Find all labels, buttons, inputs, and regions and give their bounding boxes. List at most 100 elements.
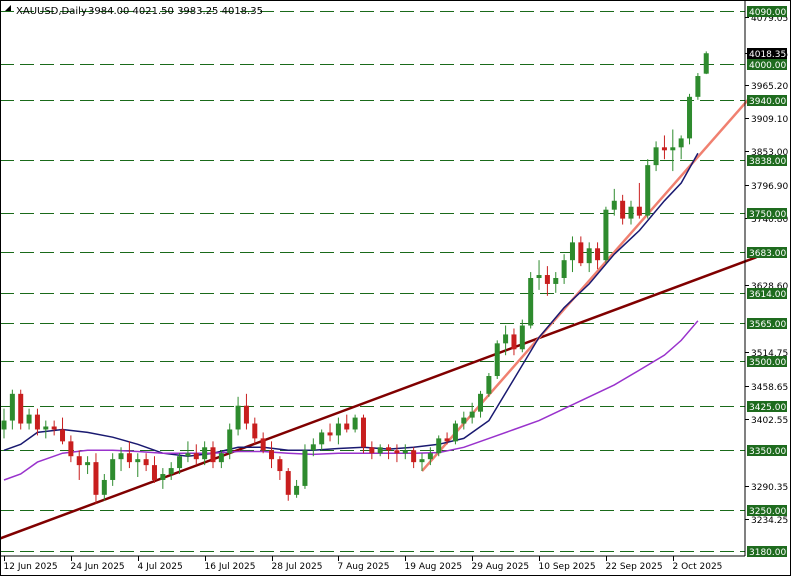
candle xyxy=(310,438,316,457)
candle-body xyxy=(160,474,166,480)
level-label: 3250.00 xyxy=(749,507,786,517)
candle xyxy=(411,447,417,469)
symbol-indicator-icon xyxy=(5,5,11,11)
level-label-box xyxy=(747,95,787,106)
candle xyxy=(210,441,216,469)
candle xyxy=(511,328,517,356)
candle-body xyxy=(528,278,534,326)
candle-body xyxy=(85,462,91,466)
x-tick-label: 16 Jul 2025 xyxy=(205,562,256,572)
candle-body xyxy=(678,138,684,148)
y-tick-label: 3628.60 xyxy=(751,282,788,292)
moving-average-slow xyxy=(3,320,699,481)
candle-body xyxy=(703,53,709,74)
candle xyxy=(76,450,82,480)
level-label: 3614.00 xyxy=(749,290,786,300)
candle-body xyxy=(68,441,74,457)
candle-body xyxy=(452,423,458,442)
level-label-box xyxy=(747,318,787,329)
candle-body xyxy=(235,405,241,430)
candle xyxy=(595,242,601,270)
level-label-box xyxy=(747,155,787,166)
candle xyxy=(469,402,475,424)
candle-body xyxy=(352,417,358,430)
candle xyxy=(494,340,500,379)
candle xyxy=(444,432,450,445)
candle xyxy=(536,260,542,290)
candle-body xyxy=(386,447,392,451)
candle-body xyxy=(260,438,266,451)
candle xyxy=(126,441,132,469)
x-tick-label: 24 Jun 2025 xyxy=(71,562,125,572)
level-label: 3500.00 xyxy=(749,358,786,368)
candle xyxy=(436,435,442,457)
candle-body xyxy=(168,468,174,475)
candle-body xyxy=(51,426,57,430)
candle-body xyxy=(1,420,7,430)
candle xyxy=(243,393,249,430)
level-label: 3180.00 xyxy=(749,548,786,558)
candle-body xyxy=(101,479,107,495)
candle-body xyxy=(402,450,408,454)
candle-body xyxy=(9,393,15,421)
candle xyxy=(394,444,400,463)
candle-body xyxy=(394,450,400,454)
candle xyxy=(645,159,651,219)
candle-body xyxy=(34,414,40,430)
candle xyxy=(18,389,24,430)
candle xyxy=(360,414,366,454)
candle xyxy=(369,441,375,460)
level-label: 3838.00 xyxy=(749,157,786,167)
candle xyxy=(193,444,199,466)
candle xyxy=(143,453,149,472)
candle xyxy=(603,206,609,264)
candle-body xyxy=(628,206,634,219)
candle xyxy=(85,456,91,475)
x-tick-label: 19 Aug 2025 xyxy=(405,562,463,572)
candle-body xyxy=(310,444,316,451)
candle xyxy=(227,423,233,460)
moving-average-fast xyxy=(3,152,699,457)
candle-body xyxy=(645,165,651,216)
candle-body xyxy=(93,462,99,495)
candle-body xyxy=(327,432,333,436)
candle xyxy=(478,390,484,418)
level-label: 4000.00 xyxy=(749,61,786,71)
candle xyxy=(695,73,701,100)
candle-body xyxy=(269,450,275,460)
candle-body xyxy=(603,209,609,261)
candle xyxy=(93,453,99,504)
candle-body xyxy=(436,438,442,454)
candle xyxy=(636,182,642,219)
level-label-box xyxy=(747,401,787,412)
candle xyxy=(452,420,458,445)
level-label: 3750.00 xyxy=(749,210,786,220)
candle-body xyxy=(595,248,601,261)
candle xyxy=(503,325,509,356)
candle xyxy=(419,453,425,472)
candle-body xyxy=(670,147,676,151)
candle-body xyxy=(586,248,592,264)
candle xyxy=(68,435,74,463)
candle-body xyxy=(185,453,191,457)
current-price-label: 4018.35 xyxy=(749,50,786,60)
candle-body xyxy=(210,447,216,463)
candle-body xyxy=(611,200,617,210)
candle-body xyxy=(18,393,24,424)
candle-body xyxy=(578,242,584,264)
candle xyxy=(202,441,208,466)
candle-body xyxy=(536,275,542,278)
candle-body xyxy=(218,453,224,463)
candle xyxy=(377,444,383,457)
candle xyxy=(611,188,617,216)
level-label-box xyxy=(747,288,787,299)
candle-body xyxy=(620,200,626,219)
candle-body xyxy=(76,456,82,466)
candle xyxy=(461,411,467,430)
candle-body xyxy=(569,242,575,261)
candle xyxy=(260,432,266,454)
candle xyxy=(160,468,166,489)
candle xyxy=(703,51,709,75)
